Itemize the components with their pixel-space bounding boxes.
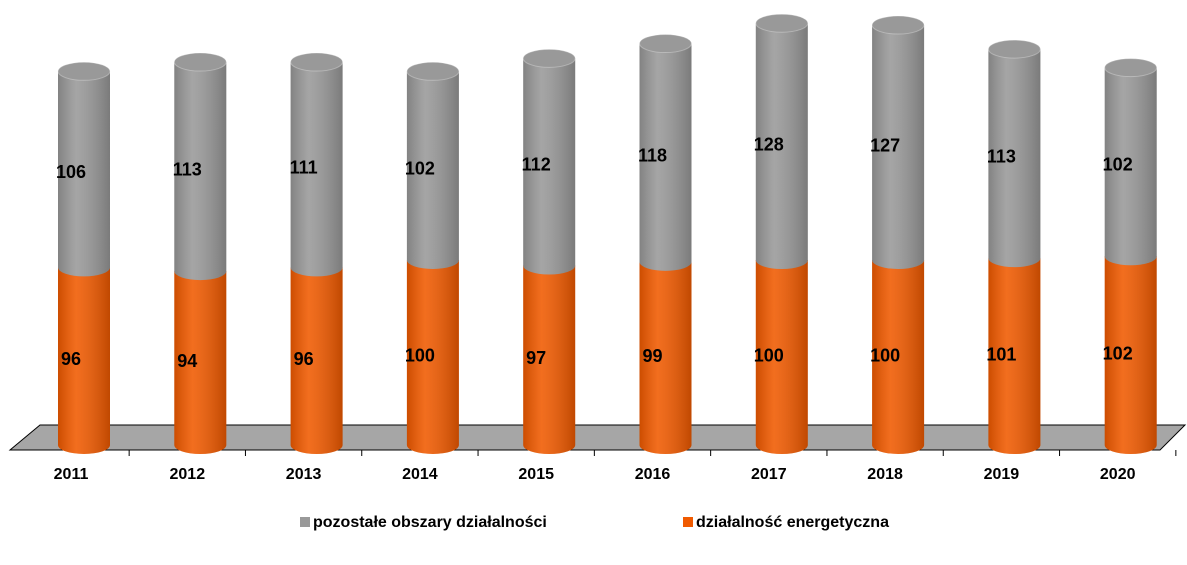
x-tick-label: 2019	[984, 466, 1020, 483]
bar-shade	[523, 265, 576, 455]
value-label: 100	[870, 345, 900, 365]
value-label: 127	[870, 135, 900, 155]
legend-swatch	[683, 517, 693, 527]
legend-swatch	[300, 517, 310, 527]
bar-top	[1104, 58, 1158, 78]
x-tick-label: 2013	[286, 466, 322, 483]
bar-top	[987, 39, 1041, 59]
value-label: 102	[405, 158, 435, 178]
value-label: 101	[986, 344, 1016, 364]
bar-shade	[1104, 256, 1157, 455]
bar-top	[406, 61, 460, 81]
legend-label: pozostałe obszary działalności	[313, 514, 547, 531]
value-label: 111	[290, 157, 318, 177]
bar-top	[871, 15, 925, 35]
bar-top	[290, 52, 344, 72]
bar-shade	[639, 261, 692, 455]
x-tick-label: 2014	[402, 466, 438, 483]
bar-shade	[639, 43, 692, 271]
x-tick-label: 2011	[54, 466, 89, 483]
value-label: 94	[177, 351, 197, 371]
bar-shade	[872, 260, 925, 455]
value-label: 113	[173, 159, 202, 179]
value-label: 100	[405, 345, 435, 365]
x-tick-label: 2012	[170, 466, 206, 483]
value-label: 113	[987, 146, 1016, 166]
value-label: 112	[522, 155, 551, 175]
bar-shade	[58, 267, 110, 454]
bars: 96 106 94 113 96 111 100 102 97 112 99 118 100 128 100…	[56, 13, 1158, 455]
value-label: 96	[294, 349, 314, 369]
value-label: 128	[754, 134, 784, 154]
bar-shade	[174, 271, 227, 455]
x-tick-label: 2017	[751, 466, 787, 483]
bar-top	[57, 61, 111, 81]
bar-top	[639, 34, 692, 54]
bar-top	[755, 13, 809, 33]
value-label: 96	[61, 349, 81, 369]
value-label: 100	[754, 345, 784, 365]
bar-shade	[1104, 67, 1157, 266]
bar-shade	[406, 260, 459, 454]
value-label: 102	[1103, 155, 1133, 175]
bar-shade	[523, 58, 576, 275]
bar-shade	[988, 258, 1041, 455]
bar-shade	[988, 49, 1041, 268]
x-tick-label: 2016	[635, 466, 671, 483]
value-label: 118	[638, 145, 667, 165]
bar-top	[173, 52, 227, 72]
legend: pozostałe obszary działalności działalnoś…	[300, 514, 889, 531]
bar-top	[522, 48, 576, 68]
bar-shade	[755, 23, 808, 270]
x-tick-label: 2018	[867, 466, 903, 483]
bar-shade	[406, 71, 459, 269]
x-tick-label: 2020	[1100, 466, 1136, 483]
bar-shade	[755, 260, 808, 455]
bar-shade	[872, 25, 925, 269]
value-label: 97	[526, 348, 546, 368]
bar-shade	[58, 71, 110, 277]
x-tick-label: 2015	[518, 466, 554, 483]
bar-shade	[290, 62, 343, 277]
value-label: 99	[642, 346, 662, 366]
bar-shade	[290, 267, 343, 455]
bar-shade	[174, 62, 227, 281]
value-label: 102	[1103, 343, 1133, 363]
legend-label: działalność energetyczna	[696, 514, 889, 531]
value-label: 106	[56, 162, 86, 182]
